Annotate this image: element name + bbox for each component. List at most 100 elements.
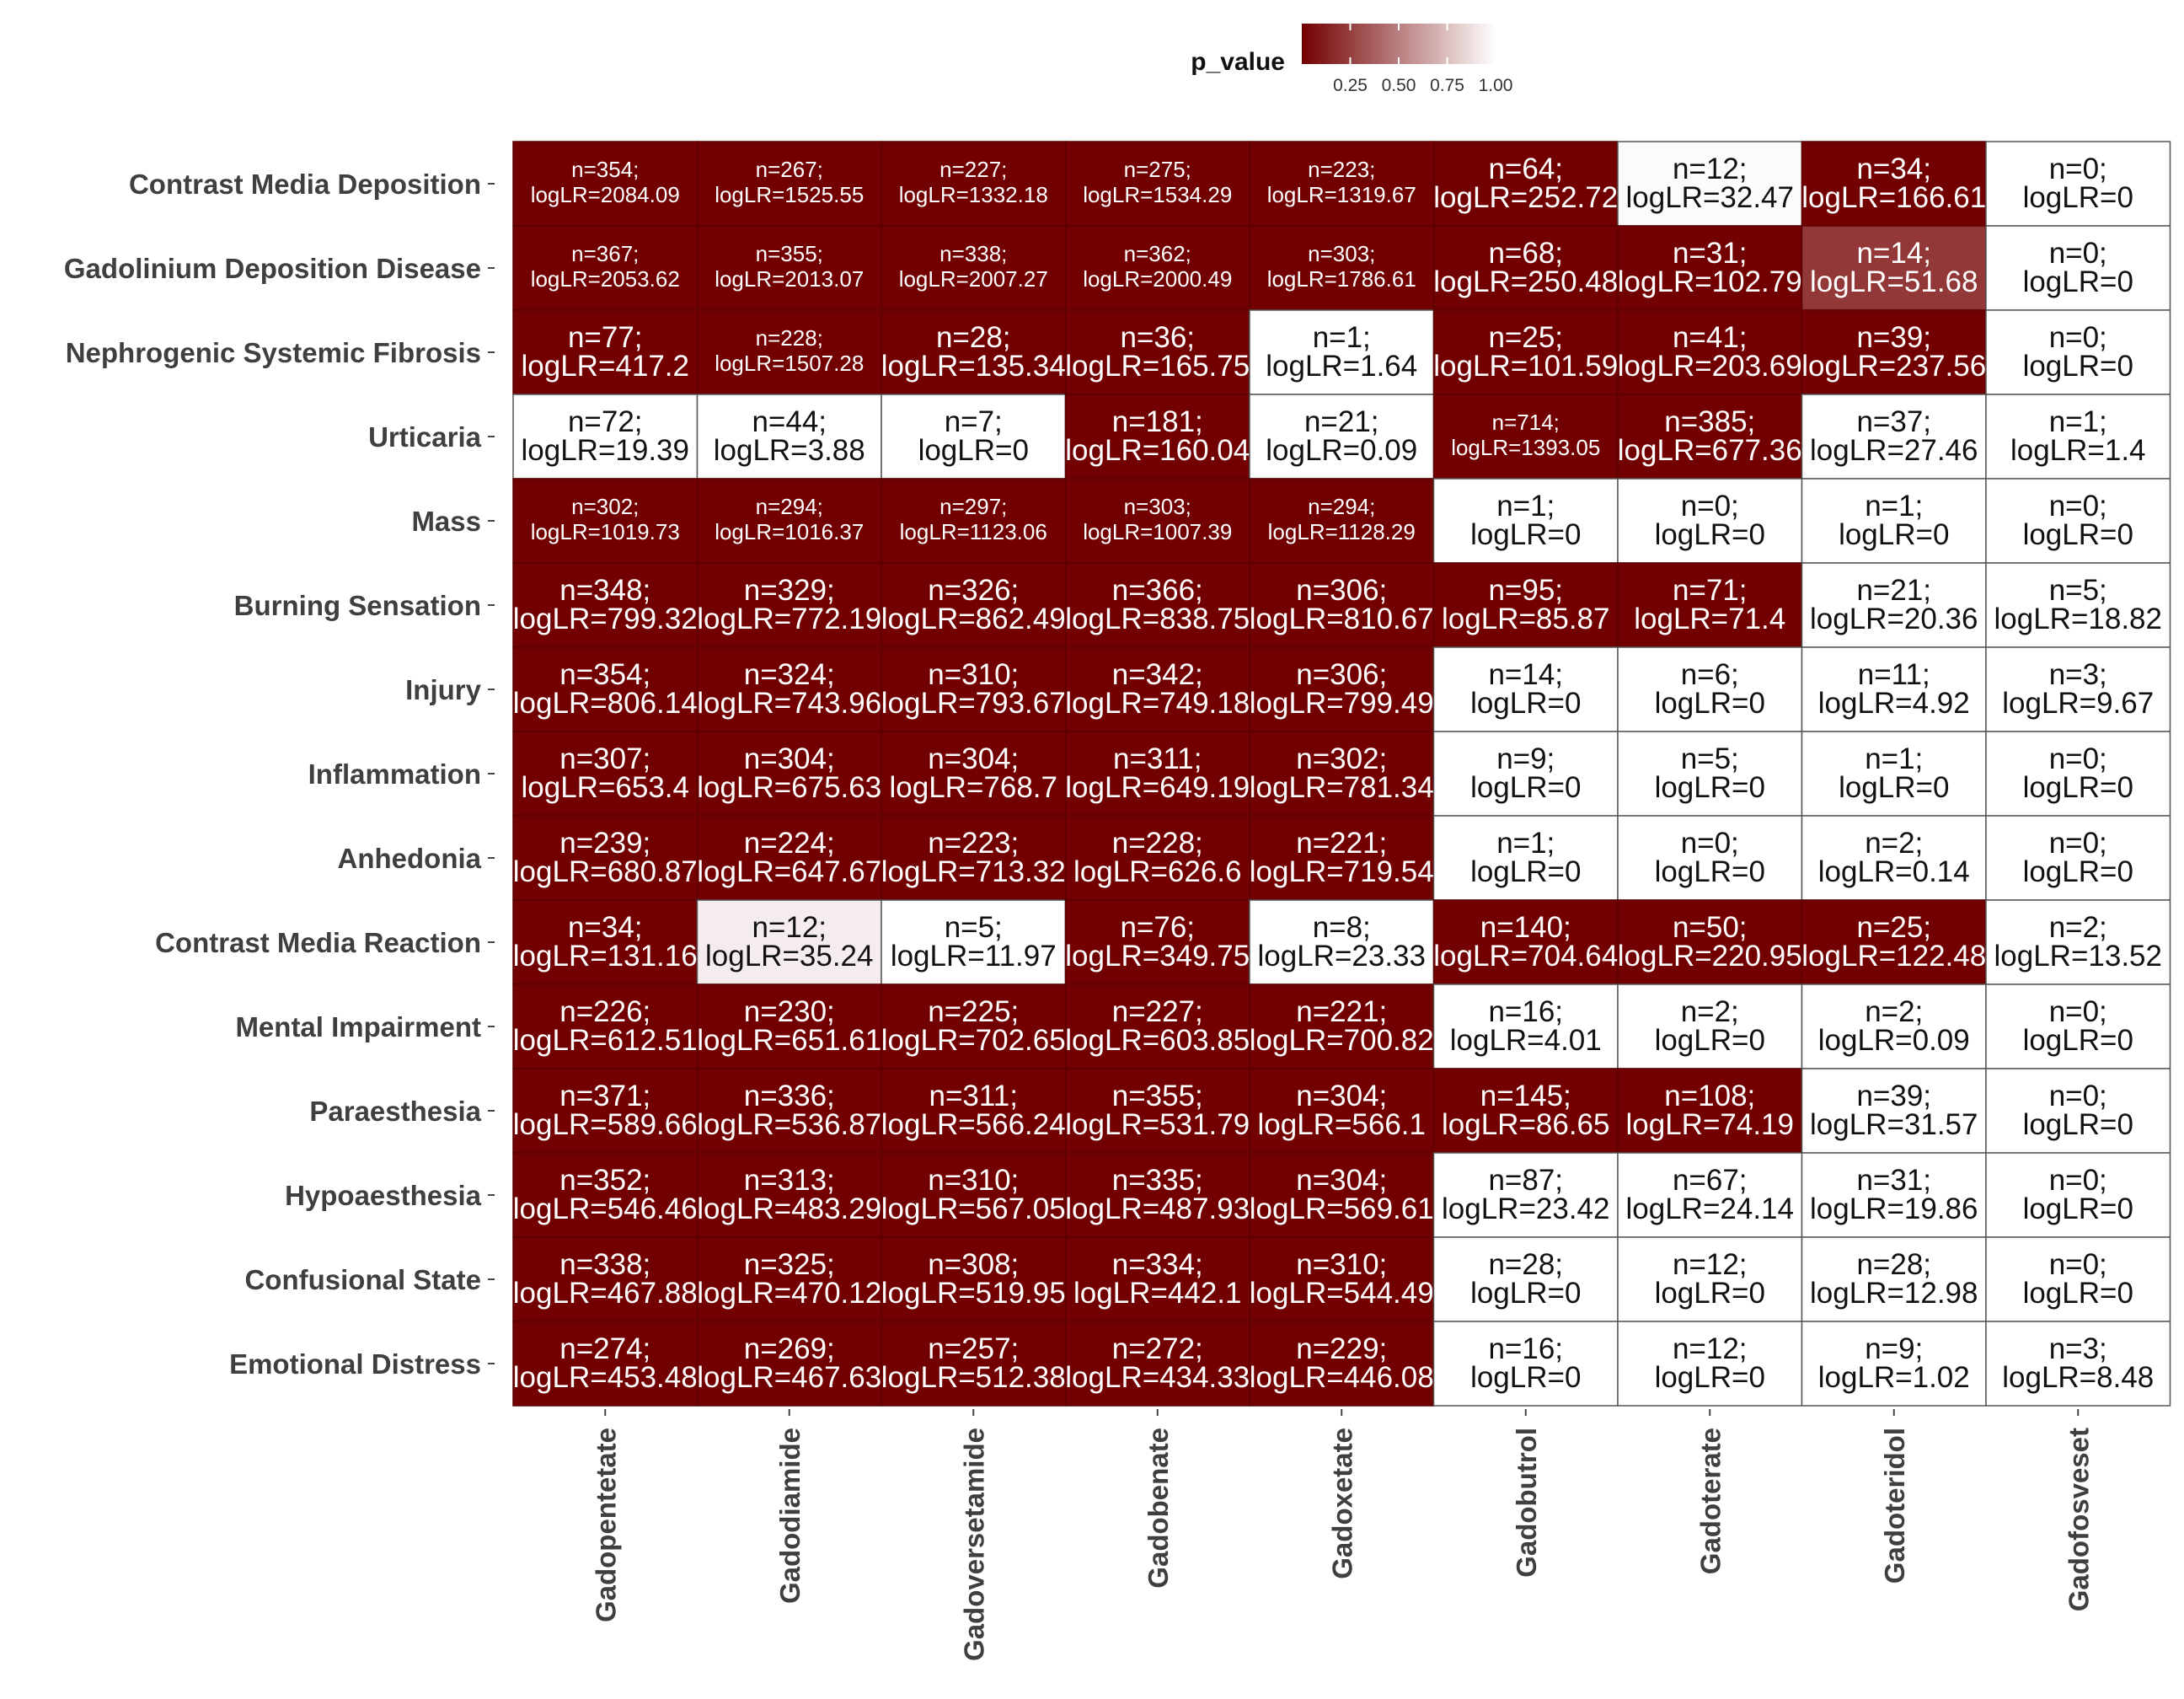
heatmap-cell xyxy=(512,983,699,1069)
cell-loglr-label: logLR=0 xyxy=(1470,771,1581,804)
heatmap-cell xyxy=(512,646,699,732)
cell-loglr-label: logLR=1123.06 xyxy=(900,519,1047,544)
cell-loglr-label: logLR=470.12 xyxy=(697,1277,881,1310)
heatmap-cell xyxy=(696,394,882,480)
row-label: Paraesthesia xyxy=(309,1096,481,1127)
heatmap-cell xyxy=(1617,1152,1803,1238)
cell-count-label: n=311; xyxy=(1113,742,1202,775)
cell-count-label: n=221; xyxy=(1296,827,1387,860)
cell-count-label: n=225; xyxy=(928,995,1019,1028)
cell-loglr-label: logLR=2013.07 xyxy=(715,266,864,292)
cell-count-label: n=1; xyxy=(1496,827,1555,860)
cell-loglr-label: logLR=2053.62 xyxy=(531,266,680,292)
cell-loglr-label: logLR=1007.39 xyxy=(1083,519,1232,544)
cell-loglr-label: logLR=0 xyxy=(2023,181,2133,214)
heatmap-cell xyxy=(1617,983,1803,1069)
cell-loglr-label: logLR=806.14 xyxy=(513,687,698,720)
cell-loglr-label: logLR=165.75 xyxy=(1065,350,1250,383)
cell-count-label: n=310; xyxy=(928,658,1019,691)
cell-loglr-label: logLR=1525.55 xyxy=(715,182,864,207)
cell-loglr-label: logLR=102.79 xyxy=(1618,265,1802,298)
cell-count-label: n=302; xyxy=(571,494,639,519)
cell-count-label: n=306; xyxy=(1296,574,1387,607)
cell-loglr-label: logLR=1.64 xyxy=(1266,350,1417,383)
heatmap-cell xyxy=(1985,1236,2171,1322)
cell-count-label: n=257; xyxy=(928,1332,1019,1365)
cell-count-label: n=21; xyxy=(1304,405,1379,438)
heatmap-cell xyxy=(881,1236,1067,1322)
row-label: Gadolinium Deposition Disease xyxy=(64,253,481,284)
cell-loglr-label: logLR=675.63 xyxy=(697,771,881,804)
cell-loglr-label: logLR=1.4 xyxy=(2010,434,2146,467)
cell-loglr-label: logLR=781.34 xyxy=(1250,771,1434,804)
heatmap-cell xyxy=(1985,141,2171,227)
heatmap-cell xyxy=(696,1068,882,1154)
row-label: Nephrogenic Systemic Fibrosis xyxy=(66,337,481,368)
cell-loglr-label: logLR=11.97 xyxy=(891,940,1057,973)
heatmap-cell xyxy=(1801,1321,1987,1407)
cell-loglr-label: logLR=9.67 xyxy=(2002,687,2154,720)
cell-count-label: n=324; xyxy=(744,658,835,691)
heatmap-cell xyxy=(1064,646,1250,732)
cell-count-label: n=0; xyxy=(2049,995,2107,1028)
cell-loglr-label: logLR=13.52 xyxy=(1994,940,2162,973)
cell-count-label: n=0; xyxy=(2049,321,2107,354)
cell-loglr-label: logLR=135.34 xyxy=(881,350,1066,383)
row-label: Inflammation xyxy=(308,758,481,790)
cell-loglr-label: logLR=0 xyxy=(2023,518,2133,551)
cell-loglr-label: logLR=86.65 xyxy=(1442,1108,1609,1141)
cell-loglr-label: logLR=1393.05 xyxy=(1451,435,1600,460)
cell-loglr-label: logLR=19.86 xyxy=(1810,1193,1978,1225)
cell-count-label: n=9; xyxy=(1496,742,1555,775)
cell-loglr-label: logLR=203.69 xyxy=(1618,350,1802,383)
cell-count-label: n=87; xyxy=(1488,1164,1563,1197)
cell-count-label: n=28; xyxy=(1488,1248,1563,1281)
heatmap-cell xyxy=(1985,815,2171,901)
cell-loglr-label: logLR=862.49 xyxy=(881,603,1066,635)
cell-loglr-label: logLR=0 xyxy=(1655,518,1765,551)
cell-loglr-label: logLR=0 xyxy=(1655,1024,1765,1057)
heatmap-cell xyxy=(512,309,699,395)
cell-loglr-label: logLR=544.49 xyxy=(1250,1277,1434,1310)
cell-loglr-label: logLR=0 xyxy=(1839,771,1949,804)
cell-count-label: n=1; xyxy=(1865,490,1923,523)
cell-loglr-label: logLR=0 xyxy=(1655,687,1765,720)
cell-loglr-label: logLR=20.36 xyxy=(1810,603,1978,635)
heatmap-cell xyxy=(1064,983,1250,1069)
heatmap-cell xyxy=(1064,731,1250,817)
cell-loglr-label: logLR=768.7 xyxy=(890,771,1057,804)
heatmap-cell xyxy=(1432,562,1619,648)
cell-count-label: n=274; xyxy=(559,1332,650,1365)
cell-count-label: n=12; xyxy=(1673,153,1748,185)
cell-loglr-label: logLR=0 xyxy=(1470,1277,1581,1310)
cell-count-label: n=5; xyxy=(945,911,1003,944)
cell-count-label: n=41; xyxy=(1673,321,1748,354)
cell-loglr-label: logLR=0 xyxy=(1470,687,1581,720)
cell-count-label: n=229; xyxy=(1296,1332,1387,1365)
cell-loglr-label: logLR=85.87 xyxy=(1442,603,1609,635)
cell-count-label: n=302; xyxy=(1296,742,1387,775)
cell-loglr-label: logLR=1786.61 xyxy=(1267,266,1416,292)
heatmap-cell xyxy=(696,225,882,311)
cell-count-label: n=325; xyxy=(744,1248,835,1281)
cell-count-label: n=239; xyxy=(559,827,650,860)
cell-count-label: n=714; xyxy=(1492,410,1560,435)
cell-loglr-label: logLR=677.36 xyxy=(1618,434,1802,467)
heatmap-cell xyxy=(1249,141,1435,227)
cell-loglr-label: logLR=467.63 xyxy=(697,1361,881,1394)
cell-loglr-label: logLR=0 xyxy=(1470,518,1581,551)
cell-count-label: n=308; xyxy=(928,1248,1019,1281)
cell-count-label: n=11; xyxy=(1858,658,1930,691)
heatmap-cell xyxy=(881,562,1067,648)
heatmap-cell xyxy=(1801,815,1987,901)
cell-count-label: n=348; xyxy=(559,574,650,607)
heatmap-cell xyxy=(696,899,882,985)
column-label: Gadoterate xyxy=(1694,1428,1726,1574)
heatmap-cell xyxy=(1985,309,2171,395)
cell-count-label: n=385; xyxy=(1664,405,1755,438)
row-label: Mass xyxy=(411,506,481,537)
cell-loglr-label: logLR=651.61 xyxy=(697,1024,881,1057)
heatmap-cell xyxy=(881,1152,1067,1238)
cell-count-label: n=338; xyxy=(559,1248,650,1281)
cell-count-label: n=25; xyxy=(1488,321,1563,354)
